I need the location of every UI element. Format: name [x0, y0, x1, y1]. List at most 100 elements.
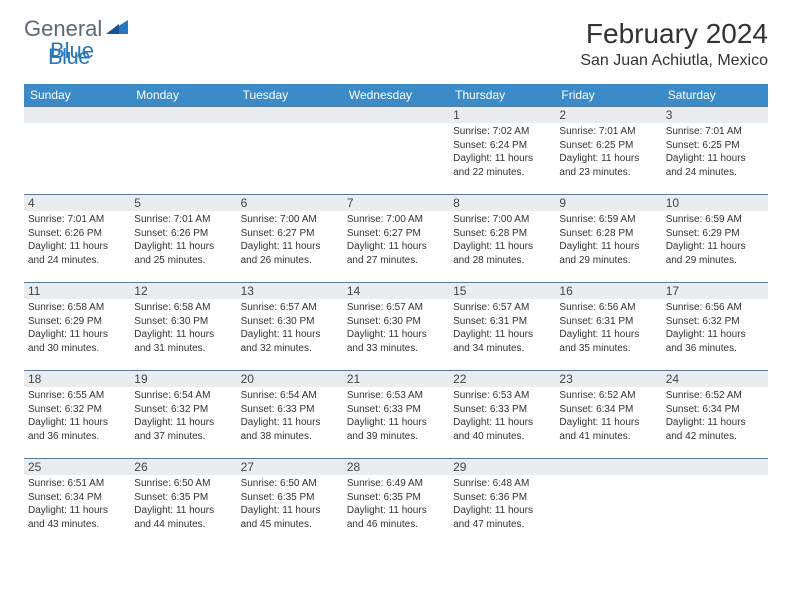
day-number: 21	[343, 371, 449, 387]
day-number: 26	[130, 459, 236, 475]
day-number: 4	[24, 195, 130, 211]
day-details: Sunrise: 6:58 AMSunset: 6:30 PMDaylight:…	[134, 301, 232, 355]
day-number: 15	[449, 283, 555, 299]
day-number: 25	[24, 459, 130, 475]
day-number: 3	[662, 107, 768, 123]
day-number-empty	[24, 107, 130, 123]
day-details: Sunrise: 6:57 AMSunset: 6:31 PMDaylight:…	[453, 301, 551, 355]
empty-cell	[662, 459, 768, 547]
day-number: 16	[555, 283, 661, 299]
day-details: Sunrise: 7:01 AMSunset: 6:26 PMDaylight:…	[28, 213, 126, 267]
day-details: Sunrise: 6:55 AMSunset: 6:32 PMDaylight:…	[28, 389, 126, 443]
title-block: February 2024 San Juan Achiutla, Mexico	[580, 18, 768, 70]
day-number: 20	[237, 371, 343, 387]
day-details: Sunrise: 6:54 AMSunset: 6:33 PMDaylight:…	[241, 389, 339, 443]
day-details: Sunrise: 6:59 AMSunset: 6:29 PMDaylight:…	[666, 213, 764, 267]
day-details: Sunrise: 6:57 AMSunset: 6:30 PMDaylight:…	[241, 301, 339, 355]
day-cell-11: 11 Sunrise: 6:58 AMSunset: 6:29 PMDaylig…	[24, 283, 130, 371]
day-number: 6	[237, 195, 343, 211]
day-cell-27: 27 Sunrise: 6:50 AMSunset: 6:35 PMDaylig…	[237, 459, 343, 547]
day-cell-8: 8 Sunrise: 7:00 AMSunset: 6:28 PMDayligh…	[449, 195, 555, 283]
day-details: Sunrise: 7:01 AMSunset: 6:25 PMDaylight:…	[559, 125, 657, 179]
day-cell-7: 7 Sunrise: 7:00 AMSunset: 6:27 PMDayligh…	[343, 195, 449, 283]
weekday-wednesday: Wednesday	[343, 84, 449, 107]
week-row: 4 Sunrise: 7:01 AMSunset: 6:26 PMDayligh…	[24, 195, 768, 283]
day-cell-10: 10 Sunrise: 6:59 AMSunset: 6:29 PMDaylig…	[662, 195, 768, 283]
day-cell-22: 22 Sunrise: 6:53 AMSunset: 6:33 PMDaylig…	[449, 371, 555, 459]
day-number: 8	[449, 195, 555, 211]
day-number: 12	[130, 283, 236, 299]
day-cell-28: 28 Sunrise: 6:49 AMSunset: 6:35 PMDaylig…	[343, 459, 449, 547]
logo-text-general: General	[24, 18, 102, 40]
day-details: Sunrise: 6:59 AMSunset: 6:28 PMDaylight:…	[559, 213, 657, 267]
day-number-empty	[130, 107, 236, 123]
day-number: 14	[343, 283, 449, 299]
day-details: Sunrise: 6:52 AMSunset: 6:34 PMDaylight:…	[666, 389, 764, 443]
day-details: Sunrise: 6:50 AMSunset: 6:35 PMDaylight:…	[134, 477, 232, 531]
day-number-empty	[237, 107, 343, 123]
day-details: Sunrise: 6:54 AMSunset: 6:32 PMDaylight:…	[134, 389, 232, 443]
day-cell-12: 12 Sunrise: 6:58 AMSunset: 6:30 PMDaylig…	[130, 283, 236, 371]
day-details: Sunrise: 6:56 AMSunset: 6:31 PMDaylight:…	[559, 301, 657, 355]
day-number: 5	[130, 195, 236, 211]
day-number: 23	[555, 371, 661, 387]
day-number: 2	[555, 107, 661, 123]
day-cell-18: 18 Sunrise: 6:55 AMSunset: 6:32 PMDaylig…	[24, 371, 130, 459]
day-number: 27	[237, 459, 343, 475]
day-cell-15: 15 Sunrise: 6:57 AMSunset: 6:31 PMDaylig…	[449, 283, 555, 371]
day-cell-25: 25 Sunrise: 6:51 AMSunset: 6:34 PMDaylig…	[24, 459, 130, 547]
day-cell-23: 23 Sunrise: 6:52 AMSunset: 6:34 PMDaylig…	[555, 371, 661, 459]
day-details: Sunrise: 6:48 AMSunset: 6:36 PMDaylight:…	[453, 477, 551, 531]
day-number-empty	[555, 459, 661, 475]
weekday-sunday: Sunday	[24, 84, 130, 107]
week-row: 25 Sunrise: 6:51 AMSunset: 6:34 PMDaylig…	[24, 459, 768, 547]
day-number: 17	[662, 283, 768, 299]
day-details: Sunrise: 6:49 AMSunset: 6:35 PMDaylight:…	[347, 477, 445, 531]
day-number: 18	[24, 371, 130, 387]
weekday-tuesday: Tuesday	[237, 84, 343, 107]
day-details: Sunrise: 6:50 AMSunset: 6:35 PMDaylight:…	[241, 477, 339, 531]
day-number: 28	[343, 459, 449, 475]
day-details: Sunrise: 6:51 AMSunset: 6:34 PMDaylight:…	[28, 477, 126, 531]
weekday-saturday: Saturday	[662, 84, 768, 107]
day-details: Sunrise: 6:56 AMSunset: 6:32 PMDaylight:…	[666, 301, 764, 355]
day-number: 9	[555, 195, 661, 211]
day-details: Sunrise: 7:00 AMSunset: 6:27 PMDaylight:…	[241, 213, 339, 267]
day-details: Sunrise: 7:02 AMSunset: 6:24 PMDaylight:…	[453, 125, 551, 179]
weekday-header-row: SundayMondayTuesdayWednesdayThursdayFrid…	[24, 84, 768, 107]
weekday-friday: Friday	[555, 84, 661, 107]
day-details: Sunrise: 7:00 AMSunset: 6:28 PMDaylight:…	[453, 213, 551, 267]
day-cell-2: 2 Sunrise: 7:01 AMSunset: 6:25 PMDayligh…	[555, 107, 661, 195]
weekday-monday: Monday	[130, 84, 236, 107]
day-number: 29	[449, 459, 555, 475]
day-cell-26: 26 Sunrise: 6:50 AMSunset: 6:35 PMDaylig…	[130, 459, 236, 547]
day-cell-6: 6 Sunrise: 7:00 AMSunset: 6:27 PMDayligh…	[237, 195, 343, 283]
day-number-empty	[662, 459, 768, 475]
weekday-thursday: Thursday	[449, 84, 555, 107]
empty-cell	[130, 107, 236, 195]
location: San Juan Achiutla, Mexico	[580, 52, 768, 70]
empty-cell	[555, 459, 661, 547]
day-number: 11	[24, 283, 130, 299]
day-cell-4: 4 Sunrise: 7:01 AMSunset: 6:26 PMDayligh…	[24, 195, 130, 283]
empty-cell	[24, 107, 130, 195]
day-number: 24	[662, 371, 768, 387]
week-row: 11 Sunrise: 6:58 AMSunset: 6:29 PMDaylig…	[24, 283, 768, 371]
day-cell-13: 13 Sunrise: 6:57 AMSunset: 6:30 PMDaylig…	[237, 283, 343, 371]
logo-text-blue: Blue	[48, 44, 90, 70]
week-row: 1 Sunrise: 7:02 AMSunset: 6:24 PMDayligh…	[24, 107, 768, 195]
day-details: Sunrise: 6:53 AMSunset: 6:33 PMDaylight:…	[453, 389, 551, 443]
day-number: 10	[662, 195, 768, 211]
day-details: Sunrise: 6:57 AMSunset: 6:30 PMDaylight:…	[347, 301, 445, 355]
week-row: 18 Sunrise: 6:55 AMSunset: 6:32 PMDaylig…	[24, 371, 768, 459]
day-number: 13	[237, 283, 343, 299]
day-cell-19: 19 Sunrise: 6:54 AMSunset: 6:32 PMDaylig…	[130, 371, 236, 459]
day-details: Sunrise: 7:00 AMSunset: 6:27 PMDaylight:…	[347, 213, 445, 267]
day-cell-14: 14 Sunrise: 6:57 AMSunset: 6:30 PMDaylig…	[343, 283, 449, 371]
day-cell-20: 20 Sunrise: 6:54 AMSunset: 6:33 PMDaylig…	[237, 371, 343, 459]
day-number: 1	[449, 107, 555, 123]
day-cell-9: 9 Sunrise: 6:59 AMSunset: 6:28 PMDayligh…	[555, 195, 661, 283]
empty-cell	[343, 107, 449, 195]
day-number: 7	[343, 195, 449, 211]
day-details: Sunrise: 7:01 AMSunset: 6:26 PMDaylight:…	[134, 213, 232, 267]
